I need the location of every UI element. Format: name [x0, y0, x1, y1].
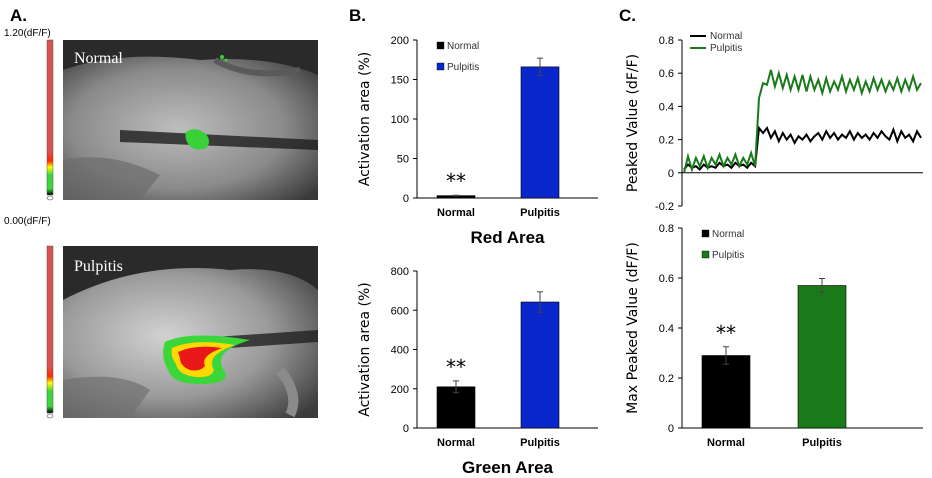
y-tick-label: 150 — [391, 75, 409, 87]
legend-label: Pulpitis — [447, 62, 479, 73]
image-label-pulpitis: Pulpitis — [74, 258, 123, 275]
bar-normal — [701, 355, 751, 429]
y-tick-label: 0.2 — [659, 373, 674, 385]
y-tick-label: 200 — [391, 35, 409, 47]
x-category-label: Pulpitis — [802, 437, 842, 449]
x-category-label: Normal — [707, 437, 745, 449]
significance-marker: ** — [446, 169, 466, 193]
bar-pulpitis — [520, 66, 560, 199]
y-tick-label: 0 — [668, 423, 674, 435]
bar-pulpitis — [520, 301, 560, 429]
scale-min-label: 0.00(dF/F) — [4, 216, 51, 227]
y-tick-label: 0.8 — [659, 35, 674, 47]
legend-label: Normal — [712, 229, 744, 240]
legend-label: Pulpitis — [712, 250, 744, 261]
scale-end-cap — [46, 195, 54, 201]
image-label-normal: Normal — [74, 50, 123, 67]
chart-subtitle: Red Area — [470, 228, 545, 247]
pulpitis-fluorescence-image: Pulpitis — [63, 246, 318, 418]
x-category-label: Normal — [437, 207, 475, 219]
y-tick-label: 0 — [403, 423, 409, 435]
panel-letter-b: B. — [349, 6, 366, 25]
y-tick-label: 0.6 — [659, 273, 674, 285]
y-tick-label: 100 — [391, 114, 409, 126]
y-axis-label: Peaked Value (dF/F) — [625, 54, 641, 192]
y-tick-label: 0.8 — [659, 223, 674, 235]
legend-label: Pulpitis — [710, 43, 742, 54]
y-tick-label: 200 — [391, 384, 409, 396]
legend-swatch — [436, 62, 445, 71]
scale-max-label: 1.20(dF/F) — [4, 28, 51, 39]
y-axis-label: Activation area (%) — [357, 52, 373, 186]
y-tick-label: 0.4 — [659, 101, 674, 113]
y-tick-label: 0.4 — [659, 323, 674, 335]
legend-label: Normal — [710, 31, 742, 42]
significance-marker: ** — [446, 355, 466, 379]
y-tick-label: 400 — [391, 345, 409, 357]
normal-fluorescence-image: Normal — [63, 40, 318, 201]
y-tick-label: 50 — [397, 154, 409, 166]
x-category-label: Pulpitis — [520, 437, 560, 449]
series-line-normal — [683, 125, 922, 171]
y-tick-label: -0.2 — [655, 201, 674, 213]
significance-marker: ** — [716, 321, 736, 345]
color-scale-bar-top — [46, 39, 54, 196]
chart-subtitle: Green Area — [462, 458, 554, 477]
x-category-label: Pulpitis — [520, 207, 560, 219]
charts-layer: 0 50 100 150 200 Activation area (%) Normal ** P… — [357, 31, 923, 477]
legend-swatch — [436, 41, 445, 50]
legend-swatch — [701, 229, 710, 238]
y-tick-label: 800 — [391, 266, 409, 278]
y-tick-label: 600 — [391, 305, 409, 317]
panel-letter-c: C. — [619, 6, 636, 25]
y-tick-label: 0.2 — [659, 135, 674, 147]
legend-label: Normal — [447, 41, 479, 52]
panel-letter-a: A. — [10, 6, 27, 25]
y-axis-label: Activation area (%) — [357, 282, 373, 416]
y-axis-label: Max Peaked Value (dF/F) — [625, 242, 641, 414]
bar-normal — [436, 386, 476, 429]
x-category-label: Normal — [437, 437, 475, 449]
y-tick-label: 0 — [668, 168, 674, 180]
scale-end-cap — [46, 413, 54, 419]
color-scale-bar-bottom — [46, 245, 54, 414]
y-tick-label: 0 — [403, 193, 409, 205]
y-tick-label: 0.6 — [659, 68, 674, 80]
series-line-pulpitis — [683, 69, 922, 174]
bar-pulpitis — [797, 285, 847, 429]
legend-swatch — [701, 250, 710, 259]
